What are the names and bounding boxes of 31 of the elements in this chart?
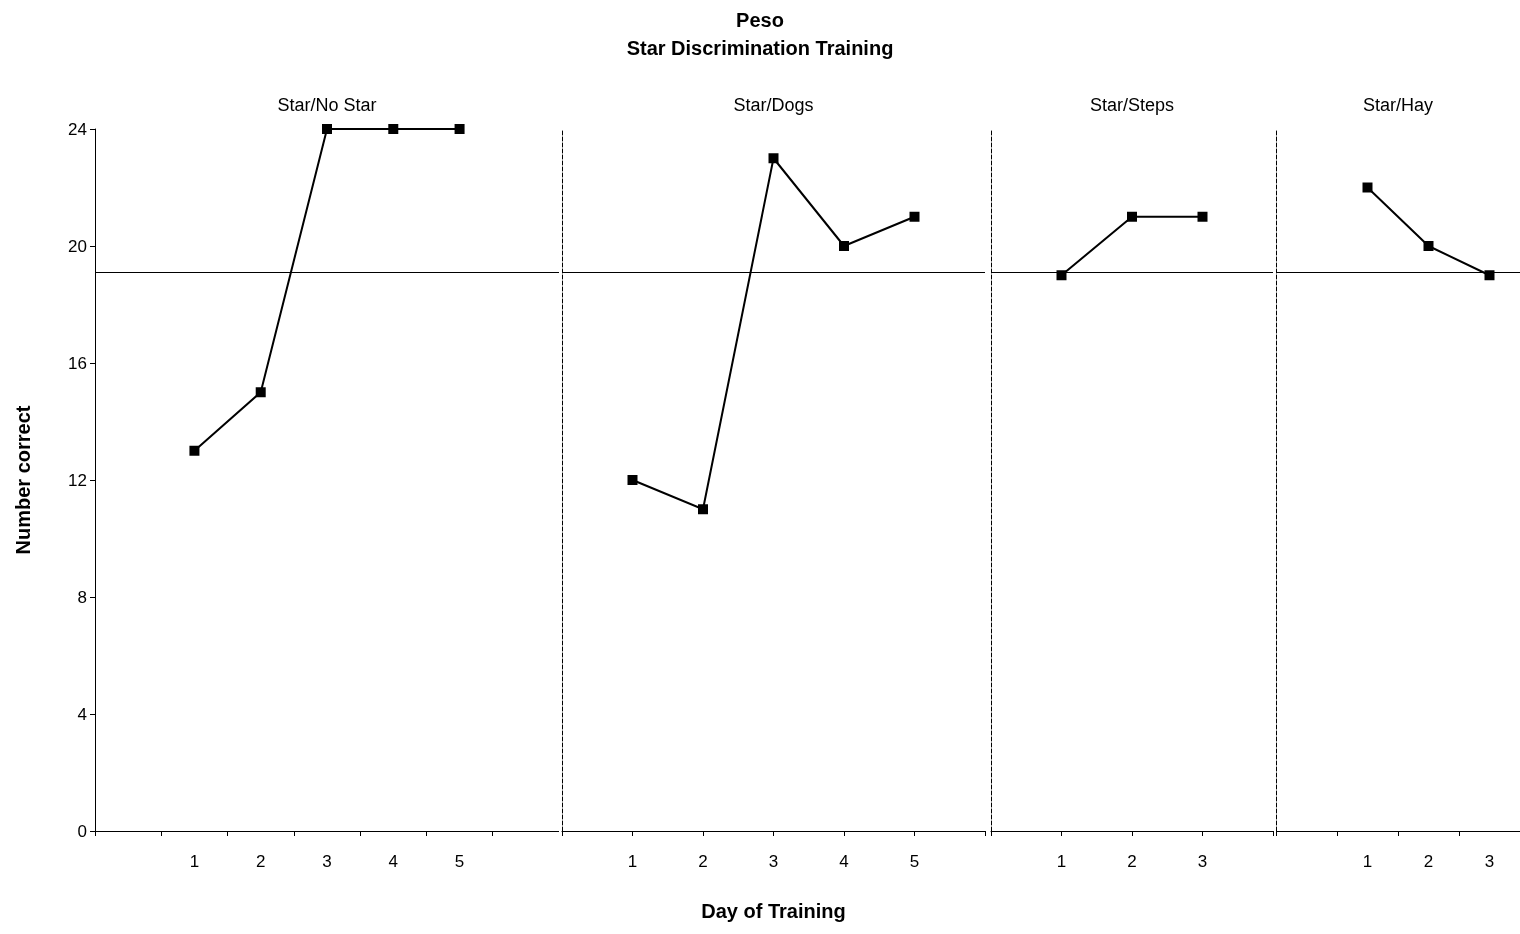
y-axis-title: Number correct: [12, 405, 34, 555]
y-tick-label: 20: [68, 236, 87, 256]
x-tick-label: 4: [839, 852, 849, 871]
chart-subtitle: Star Discrimination Training: [625, 36, 895, 61]
y-tick-label: 12: [68, 470, 87, 490]
chart-title: Peso: [735, 8, 785, 33]
x-axis-title: Day of Training: [701, 900, 846, 922]
x-tick-label: 4: [388, 852, 399, 871]
x-tick-label: 3: [322, 852, 332, 871]
y-tick-label: 16: [68, 353, 87, 373]
x-tick-label: 3: [1197, 852, 1208, 871]
x-tick-label: 2: [1127, 852, 1137, 871]
text: Star/No Star: [277, 95, 377, 115]
y-tick-label: 24: [68, 119, 87, 139]
x-tick-label: 2: [698, 852, 708, 871]
x-tick-label: 1: [1362, 852, 1373, 871]
y-tick-label: 8: [77, 587, 87, 607]
x-tick-label: 2: [255, 852, 266, 871]
y-tick-label: 0: [77, 821, 87, 841]
text: Star/Hay: [1362, 95, 1434, 115]
text: Star/Steps: [1089, 95, 1175, 115]
x-tick-label: 3: [768, 852, 779, 871]
x-tick-label: 5: [909, 852, 920, 871]
x-tick-label: 1: [1056, 852, 1067, 871]
x-tick-label: 3: [1484, 852, 1495, 871]
text: Star/Dogs: [733, 95, 814, 115]
x-tick-label: 5: [454, 852, 465, 871]
y-tick-label: 4: [77, 704, 87, 724]
x-tick-label: 1: [627, 852, 638, 871]
x-tick-label: 2: [1423, 852, 1434, 871]
x-tick-label: 1: [189, 852, 200, 871]
